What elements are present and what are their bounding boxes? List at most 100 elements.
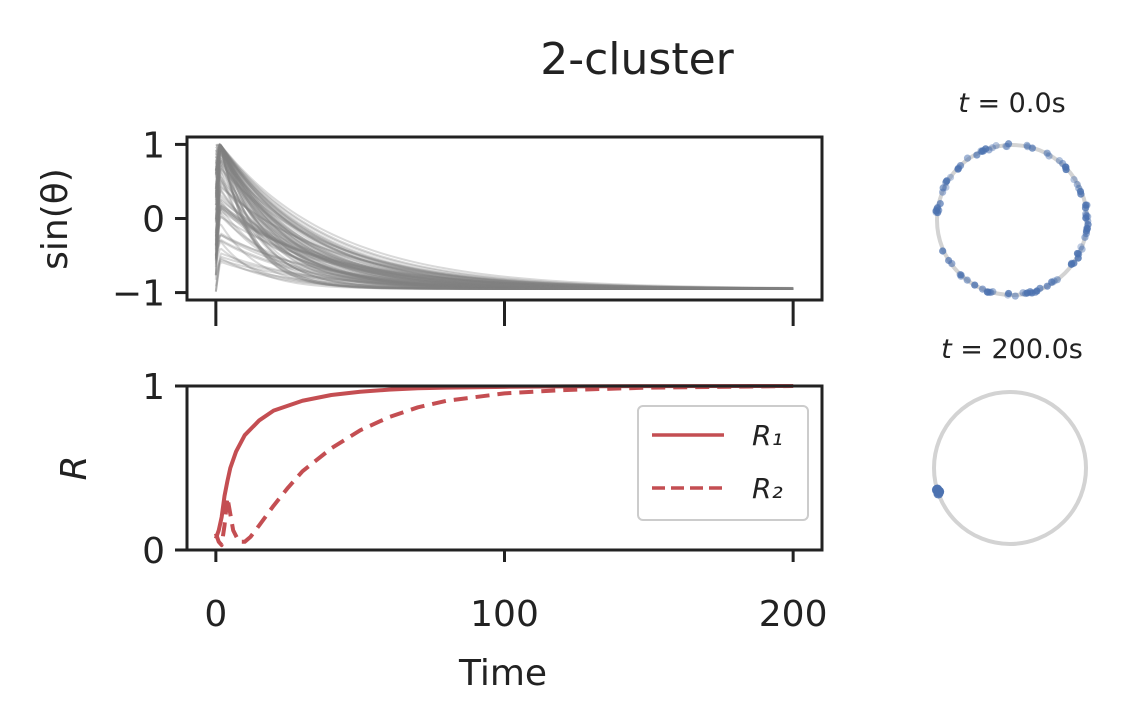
phase-trace xyxy=(214,144,794,290)
phase-point xyxy=(1081,204,1090,212)
phase-trace xyxy=(214,150,794,290)
phase-point xyxy=(1073,249,1082,258)
phase-trace xyxy=(214,144,794,290)
phase-point xyxy=(1082,227,1091,235)
phase-trace xyxy=(215,178,794,290)
order-parameter-xtick-label: 200 xyxy=(759,594,828,635)
unit-circle-final-panel: t = 200.0s xyxy=(931,334,1088,546)
phase-sine-ytick-label: −1 xyxy=(112,274,165,315)
phase-trace xyxy=(214,153,794,290)
phase-point xyxy=(939,184,947,192)
phase-trace xyxy=(214,168,794,290)
phase-trace xyxy=(214,144,794,290)
phase-point xyxy=(956,161,965,170)
phase-point xyxy=(1036,284,1044,292)
phase-trace xyxy=(214,206,794,290)
phase-trace xyxy=(214,145,794,290)
legend-label-r1: R₁ xyxy=(752,419,783,452)
phase-trace xyxy=(214,200,794,290)
unit-circle-initial-title: t = 0.0s xyxy=(958,88,1065,119)
phase-trace xyxy=(214,205,794,290)
phase-trace xyxy=(214,167,794,290)
phase-trace xyxy=(215,143,794,290)
phase-trace xyxy=(214,150,794,290)
phase-point xyxy=(1043,149,1051,157)
phase-point xyxy=(1026,288,1034,296)
phase-point xyxy=(1078,245,1086,253)
phase-trace xyxy=(214,178,794,290)
phase-point xyxy=(1084,221,1092,229)
phase-trace xyxy=(214,247,794,290)
phase-point xyxy=(1055,157,1064,165)
phase-trace xyxy=(215,143,794,290)
phase-trace xyxy=(214,143,794,290)
phase-point xyxy=(948,259,956,268)
phase-trace xyxy=(214,233,794,290)
phase-trace xyxy=(214,163,794,290)
phase-trace xyxy=(214,257,794,292)
order-parameter-xlabel: Time xyxy=(458,653,547,694)
phase-point xyxy=(1082,211,1090,220)
phase-trace xyxy=(214,188,794,290)
order-parameter-axes: 100 100 200 xyxy=(142,367,827,635)
phase-trace xyxy=(214,239,794,290)
phase-trace xyxy=(214,143,794,290)
phase-trace xyxy=(215,239,794,290)
order-parameter-ytick-label: 0 xyxy=(142,531,165,572)
phase-trace xyxy=(214,151,794,290)
phase-trace xyxy=(214,176,794,290)
phase-point xyxy=(1053,276,1061,284)
phase-trace xyxy=(214,145,794,290)
phase-trace xyxy=(214,259,794,290)
phase-point xyxy=(1004,140,1013,148)
phase-trace xyxy=(215,211,794,290)
phase-trace xyxy=(214,215,794,290)
phase-sine-axes: 1 0 −1 xyxy=(112,125,795,326)
unit-circle-final-title-var: t xyxy=(941,334,953,365)
phase-trace xyxy=(214,145,794,290)
phase-point xyxy=(1004,289,1013,298)
phase-trace xyxy=(214,199,794,290)
phase-trace xyxy=(214,142,794,290)
order-parameter-panel: 100 100 200 R Time R₁ R₂ xyxy=(54,367,827,694)
phase-trace xyxy=(214,167,794,290)
phase-trace xyxy=(214,146,794,290)
phase-trace xyxy=(214,157,794,290)
phase-point xyxy=(982,145,990,153)
phase-trace xyxy=(214,207,794,290)
order-parameter-xtick-label: 0 xyxy=(204,594,227,635)
phase-trace xyxy=(215,143,794,290)
phase-trace xyxy=(214,145,794,290)
phase-trace xyxy=(214,214,794,290)
phase-trace xyxy=(214,160,794,290)
phase-point xyxy=(932,207,940,215)
phase-trace xyxy=(214,145,794,290)
phase-point xyxy=(971,281,979,289)
phase-trace xyxy=(214,164,794,290)
phase-trace xyxy=(215,173,794,290)
phase-trace xyxy=(214,194,794,290)
phase-trace xyxy=(214,143,794,290)
phase-trace xyxy=(214,157,794,290)
phase-trace xyxy=(215,143,794,290)
phase-point xyxy=(939,247,947,255)
legend-label-r2: R₂ xyxy=(752,472,783,505)
phase-trace xyxy=(214,184,794,290)
phase-trace xyxy=(214,145,794,290)
phase-trace xyxy=(214,144,794,290)
phase-trace xyxy=(214,144,794,290)
phase-trace xyxy=(214,160,794,290)
phase-sine-panel: 1 0 −1 sin(θ) xyxy=(35,125,824,326)
phase-trace xyxy=(214,145,794,290)
phase-trace xyxy=(214,143,794,290)
phase-trace xyxy=(214,143,794,290)
phase-point xyxy=(963,154,972,162)
phase-trace xyxy=(214,234,794,290)
phase-trace xyxy=(214,143,794,290)
phase-point xyxy=(1070,175,1078,184)
phase-point xyxy=(992,142,1000,150)
phase-trace xyxy=(214,142,794,290)
figure-title: 2-cluster xyxy=(540,34,734,85)
phase-trace xyxy=(214,144,794,290)
